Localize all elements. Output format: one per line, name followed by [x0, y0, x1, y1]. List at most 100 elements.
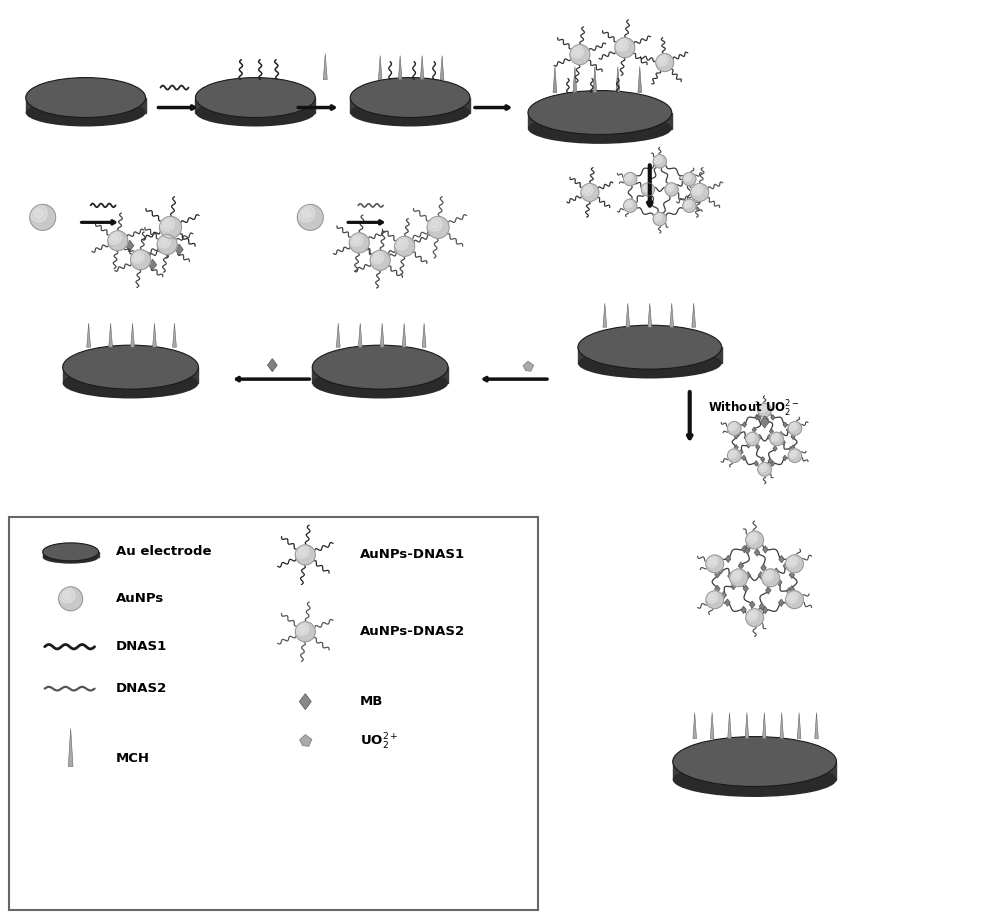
Circle shape: [655, 157, 660, 161]
Polygon shape: [777, 579, 782, 586]
Polygon shape: [420, 56, 424, 80]
Circle shape: [371, 251, 384, 264]
Circle shape: [395, 237, 415, 257]
Circle shape: [770, 433, 779, 441]
Circle shape: [765, 572, 771, 579]
Polygon shape: [783, 422, 787, 427]
Circle shape: [786, 591, 798, 602]
Polygon shape: [593, 67, 597, 93]
Polygon shape: [728, 713, 731, 738]
Ellipse shape: [63, 345, 198, 389]
Circle shape: [706, 591, 718, 602]
Circle shape: [584, 186, 590, 193]
Circle shape: [626, 175, 630, 180]
Polygon shape: [323, 53, 327, 80]
Polygon shape: [721, 591, 727, 599]
Polygon shape: [380, 323, 384, 348]
Circle shape: [395, 237, 408, 249]
Circle shape: [791, 451, 795, 456]
Circle shape: [786, 591, 803, 609]
Text: Au electrode: Au electrode: [116, 546, 211, 558]
Circle shape: [746, 433, 755, 441]
Polygon shape: [523, 361, 534, 371]
Circle shape: [161, 238, 168, 245]
Polygon shape: [742, 455, 746, 460]
Polygon shape: [768, 458, 772, 464]
Polygon shape: [195, 97, 315, 113]
Circle shape: [694, 186, 700, 193]
Circle shape: [749, 612, 755, 618]
Circle shape: [706, 591, 724, 609]
Polygon shape: [175, 244, 183, 255]
Circle shape: [727, 422, 741, 436]
Ellipse shape: [528, 91, 672, 135]
Circle shape: [789, 558, 795, 564]
Ellipse shape: [528, 113, 672, 144]
Polygon shape: [769, 428, 773, 434]
Polygon shape: [578, 348, 722, 363]
Polygon shape: [762, 606, 768, 613]
Polygon shape: [148, 260, 157, 271]
Circle shape: [353, 237, 360, 243]
Circle shape: [730, 569, 748, 587]
Circle shape: [746, 609, 764, 626]
Polygon shape: [87, 323, 91, 348]
Circle shape: [789, 594, 795, 601]
Polygon shape: [743, 585, 748, 592]
Polygon shape: [761, 457, 765, 462]
Circle shape: [665, 182, 678, 196]
Circle shape: [760, 465, 765, 470]
Circle shape: [653, 155, 666, 168]
Circle shape: [786, 555, 803, 573]
Circle shape: [374, 254, 381, 260]
Circle shape: [655, 215, 660, 219]
Circle shape: [299, 548, 306, 556]
Polygon shape: [757, 415, 761, 421]
Ellipse shape: [43, 543, 99, 561]
Circle shape: [733, 572, 739, 579]
Polygon shape: [398, 56, 402, 80]
Circle shape: [618, 41, 625, 48]
Polygon shape: [763, 713, 766, 738]
Polygon shape: [725, 555, 731, 562]
Circle shape: [730, 424, 735, 429]
Polygon shape: [756, 445, 760, 450]
Circle shape: [131, 250, 144, 263]
Circle shape: [746, 432, 759, 446]
Circle shape: [656, 53, 674, 72]
Ellipse shape: [312, 345, 448, 389]
Polygon shape: [715, 570, 720, 578]
Circle shape: [659, 57, 665, 63]
Circle shape: [624, 172, 637, 186]
Circle shape: [163, 220, 171, 228]
Circle shape: [730, 451, 735, 456]
Circle shape: [131, 249, 151, 270]
Polygon shape: [26, 97, 146, 113]
Circle shape: [758, 462, 771, 476]
Polygon shape: [131, 323, 134, 348]
Circle shape: [302, 209, 311, 218]
Polygon shape: [741, 606, 746, 613]
Circle shape: [624, 172, 632, 182]
Circle shape: [644, 185, 648, 190]
Circle shape: [570, 45, 590, 64]
Polygon shape: [745, 547, 750, 554]
Polygon shape: [715, 585, 720, 592]
Circle shape: [762, 569, 779, 587]
Polygon shape: [670, 304, 674, 327]
Polygon shape: [648, 304, 652, 327]
Polygon shape: [336, 323, 340, 348]
Circle shape: [615, 38, 635, 58]
Polygon shape: [754, 460, 758, 466]
Polygon shape: [553, 67, 557, 93]
Text: AuNPs-DNAS1: AuNPs-DNAS1: [360, 548, 465, 561]
Text: UO$_2^{2+}$: UO$_2^{2+}$: [360, 732, 399, 752]
Polygon shape: [573, 67, 577, 93]
Circle shape: [615, 39, 628, 51]
Polygon shape: [267, 359, 277, 371]
Circle shape: [59, 588, 75, 603]
Circle shape: [789, 449, 797, 458]
Polygon shape: [763, 546, 768, 553]
Circle shape: [758, 403, 771, 417]
Ellipse shape: [578, 326, 722, 370]
